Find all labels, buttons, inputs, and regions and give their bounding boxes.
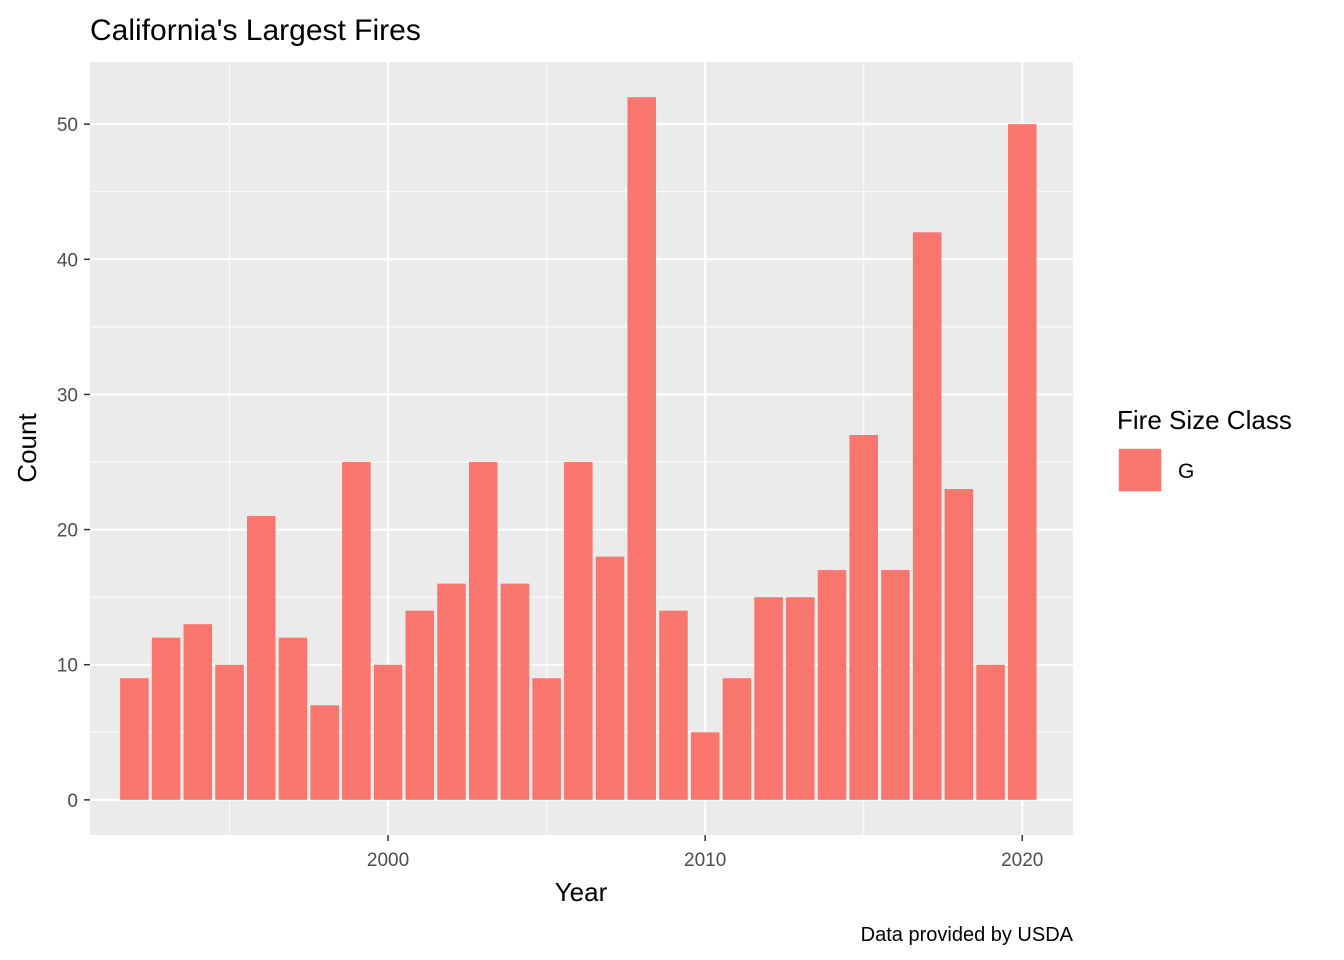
legend-key-g <box>1117 447 1163 493</box>
bar-2004 <box>500 583 530 800</box>
y-tick-label: 50 <box>57 115 78 136</box>
legend-label-g: G <box>1178 460 1194 483</box>
bar-2007 <box>595 556 625 800</box>
x-tick-label: 2020 <box>1001 850 1043 871</box>
bar-2020 <box>1007 124 1037 800</box>
y-tick-label: 30 <box>57 385 78 406</box>
bar-2018 <box>944 489 974 800</box>
bar-2011 <box>722 678 752 800</box>
legend: Fire Size Class G <box>1117 405 1292 493</box>
bar-2002 <box>437 583 466 800</box>
legend-title: Fire Size Class <box>1117 405 1292 435</box>
bar-1992 <box>120 678 149 800</box>
bar-2016 <box>881 570 910 800</box>
bar-2001 <box>405 610 435 800</box>
x-axis-title: Year <box>555 877 608 907</box>
x-axis: 2000 2010 2020 <box>367 835 1043 871</box>
bar-1998 <box>310 705 339 800</box>
caption: Data provided by USDA <box>861 924 1074 946</box>
bars <box>120 97 1037 800</box>
y-tick-label: 10 <box>57 656 78 677</box>
x-tick-label: 2000 <box>367 850 409 871</box>
x-tick-label: 2010 <box>684 850 726 871</box>
bar-2014 <box>817 570 847 800</box>
bar-2013 <box>786 597 815 800</box>
y-tick-label: 20 <box>57 521 78 542</box>
bar-1997 <box>278 637 308 800</box>
y-tick-label: 0 <box>67 791 78 812</box>
bar-2006 <box>564 462 593 800</box>
bar-2010 <box>690 732 720 800</box>
bar-2000 <box>373 664 403 800</box>
bar-1993 <box>151 637 181 800</box>
y-axis: 0 10 20 30 40 50 <box>57 115 90 812</box>
bar-2008 <box>627 97 657 800</box>
bar-1999 <box>342 462 371 800</box>
bar-2019 <box>976 664 1005 800</box>
bar-1995 <box>215 664 244 800</box>
bar-2012 <box>754 597 783 800</box>
y-tick-label: 40 <box>57 250 78 271</box>
bar-2005 <box>532 678 561 800</box>
bar-2003 <box>468 462 498 800</box>
chart-title: California's Largest Fires <box>90 14 421 47</box>
y-axis-title: Count <box>12 413 42 483</box>
bar-2009 <box>659 610 688 800</box>
bar-2015 <box>849 434 878 800</box>
bar-2017 <box>912 232 942 800</box>
bar-1994 <box>183 624 213 800</box>
bar-1996 <box>246 516 276 800</box>
